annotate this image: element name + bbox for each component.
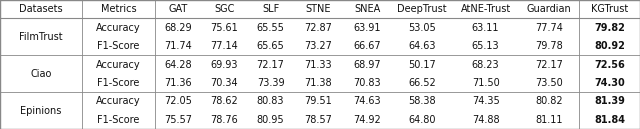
- Text: 77.74: 77.74: [535, 23, 563, 33]
- Text: 75.57: 75.57: [164, 115, 192, 125]
- Text: 64.80: 64.80: [408, 115, 436, 125]
- Text: 73.50: 73.50: [535, 78, 563, 88]
- Text: Epinions: Epinions: [20, 106, 61, 116]
- Text: 74.92: 74.92: [353, 115, 381, 125]
- Text: 69.93: 69.93: [211, 59, 238, 70]
- Text: 71.74: 71.74: [164, 41, 192, 51]
- Text: 71.36: 71.36: [164, 78, 192, 88]
- Text: 66.52: 66.52: [408, 78, 436, 88]
- Text: Accuracy: Accuracy: [96, 59, 141, 70]
- Text: KGTrust: KGTrust: [591, 4, 628, 14]
- Text: 78.76: 78.76: [211, 115, 238, 125]
- Text: 75.61: 75.61: [211, 23, 238, 33]
- Text: F1-Score: F1-Score: [97, 115, 140, 125]
- Text: Datasets: Datasets: [19, 4, 63, 14]
- Text: 68.97: 68.97: [353, 59, 381, 70]
- Text: FilmTrust: FilmTrust: [19, 32, 63, 42]
- Text: 72.87: 72.87: [304, 23, 332, 33]
- Text: 66.67: 66.67: [353, 41, 381, 51]
- Text: 65.13: 65.13: [472, 41, 499, 51]
- Text: SLF: SLF: [262, 4, 279, 14]
- Text: 68.23: 68.23: [472, 59, 499, 70]
- Text: 80.92: 80.92: [595, 41, 625, 51]
- Text: 74.88: 74.88: [472, 115, 499, 125]
- Text: 64.63: 64.63: [408, 41, 436, 51]
- Text: 70.34: 70.34: [211, 78, 238, 88]
- Text: 50.17: 50.17: [408, 59, 436, 70]
- Text: 78.62: 78.62: [211, 96, 238, 106]
- Text: Ciao: Ciao: [30, 69, 52, 79]
- Text: Accuracy: Accuracy: [96, 23, 141, 33]
- Text: 72.17: 72.17: [535, 59, 563, 70]
- Text: 58.38: 58.38: [408, 96, 436, 106]
- Text: 71.50: 71.50: [472, 78, 499, 88]
- Text: 74.35: 74.35: [472, 96, 499, 106]
- Text: STNE: STNE: [305, 4, 331, 14]
- Text: 63.11: 63.11: [472, 23, 499, 33]
- Text: 81.11: 81.11: [536, 115, 563, 125]
- Text: SGC: SGC: [214, 4, 234, 14]
- Text: SNEA: SNEA: [354, 4, 380, 14]
- Text: 79.51: 79.51: [305, 96, 332, 106]
- Text: 78.57: 78.57: [304, 115, 332, 125]
- Text: 79.82: 79.82: [595, 23, 625, 33]
- Text: 80.82: 80.82: [536, 96, 563, 106]
- Text: 81.39: 81.39: [595, 96, 625, 106]
- Text: 71.33: 71.33: [305, 59, 332, 70]
- Text: 71.38: 71.38: [305, 78, 332, 88]
- Text: DeepTrust: DeepTrust: [397, 4, 447, 14]
- Text: 74.30: 74.30: [595, 78, 625, 88]
- Text: 63.91: 63.91: [353, 23, 381, 33]
- Text: 73.27: 73.27: [304, 41, 332, 51]
- Text: 81.84: 81.84: [594, 115, 625, 125]
- Text: 68.29: 68.29: [164, 23, 192, 33]
- Text: GAT: GAT: [168, 4, 188, 14]
- Text: Metrics: Metrics: [100, 4, 136, 14]
- Text: Accuracy: Accuracy: [96, 96, 141, 106]
- Text: 72.05: 72.05: [164, 96, 192, 106]
- Text: 72.56: 72.56: [595, 59, 625, 70]
- Text: 74.63: 74.63: [353, 96, 381, 106]
- Text: 80.83: 80.83: [257, 96, 284, 106]
- Text: 64.28: 64.28: [164, 59, 192, 70]
- Text: 72.17: 72.17: [257, 59, 285, 70]
- Text: F1-Score: F1-Score: [97, 78, 140, 88]
- Text: 70.83: 70.83: [353, 78, 381, 88]
- Text: 65.65: 65.65: [257, 41, 284, 51]
- Text: 77.14: 77.14: [211, 41, 238, 51]
- Text: 80.95: 80.95: [257, 115, 284, 125]
- Text: 53.05: 53.05: [408, 23, 436, 33]
- Text: 73.39: 73.39: [257, 78, 284, 88]
- Text: F1-Score: F1-Score: [97, 41, 140, 51]
- Text: AtNE-Trust: AtNE-Trust: [460, 4, 511, 14]
- Text: 65.55: 65.55: [257, 23, 285, 33]
- Text: Guardian: Guardian: [527, 4, 572, 14]
- Text: 79.78: 79.78: [535, 41, 563, 51]
